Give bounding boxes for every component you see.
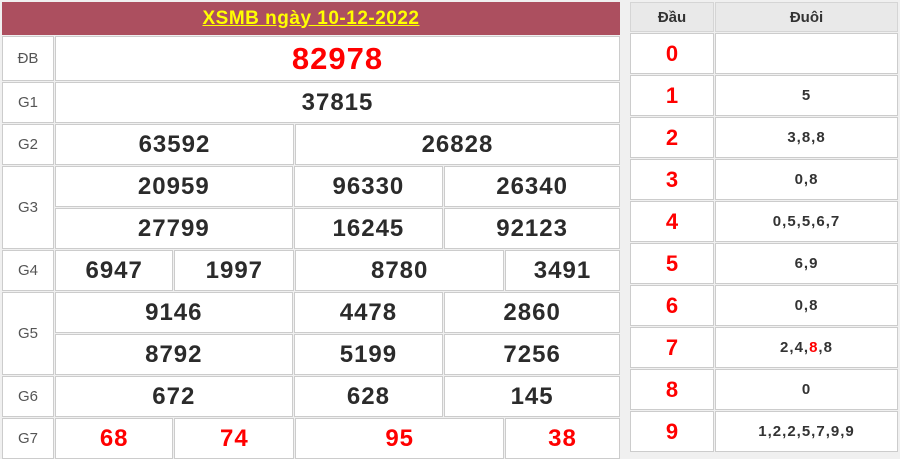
duoi-values: 3,8,8: [715, 117, 898, 158]
prize-label: G7: [2, 418, 54, 459]
dau-digit: 7: [630, 327, 714, 368]
duoi-values: 0,8: [715, 159, 898, 200]
prize-label: G4: [2, 250, 54, 291]
duoi-values: [715, 33, 898, 74]
results-title-link[interactable]: XSMB ngày 10-12-2022: [202, 7, 420, 29]
prize-row: G4 6947 1997 8780 3491: [2, 250, 620, 291]
prize-number: 27799: [55, 208, 293, 249]
prize-number: 8792: [55, 334, 293, 375]
prize-row: G3 20959 96330 26340 27799 16245 92123: [2, 166, 620, 249]
prize-number: 95: [295, 418, 504, 459]
prize-row: G5 9146 4478 2860 8792 5199 7256: [2, 292, 620, 375]
results-rows: ĐB 82978 G1 37815 G2 63592 26828 G3 20959 96330 26…: [2, 36, 620, 459]
prize-number: 145: [444, 376, 620, 417]
prize-row: G6 672 628 145: [2, 376, 620, 417]
results-table: XSMB ngày 10-12-2022 ĐB 82978 G1 37815 G2 635…: [2, 2, 620, 459]
duoi-values: 0: [715, 369, 898, 410]
prize-number: 628: [293, 376, 444, 417]
prize-row: ĐB 82978: [2, 36, 620, 81]
duoi-values: 1,2,2,5,7,9,9: [715, 411, 898, 452]
prize-number: 16245: [293, 208, 444, 249]
prize-number: 8780: [295, 250, 504, 291]
prize-number: 6947: [55, 250, 174, 291]
prize-row: G1 37815: [2, 82, 620, 123]
prize-row: G7 68 74 95 38: [2, 418, 620, 459]
prize-number: 96330: [293, 166, 444, 207]
prize-number: 1997: [174, 250, 295, 291]
dau-digit: 6: [630, 285, 714, 326]
prize-number: 3491: [504, 250, 620, 291]
duoi-column-header: Đuôi: [715, 2, 898, 32]
prize-label: ĐB: [2, 36, 54, 81]
dau-column-header: Đầu: [630, 2, 714, 32]
prize-number: 9146: [55, 292, 293, 333]
prize-number: 37815: [55, 82, 620, 123]
prize-number: 2860: [444, 292, 620, 333]
prize-number: 4478: [293, 292, 444, 333]
dauduoi-row: 0: [630, 33, 898, 74]
prize-label: G3: [2, 166, 54, 249]
dau-digit: 5: [630, 243, 714, 284]
prize-label: G5: [2, 292, 54, 375]
duoi-values: 5: [715, 75, 898, 116]
dau-digit: 8: [630, 369, 714, 410]
dau-digit: 2: [630, 117, 714, 158]
dau-digit: 1: [630, 75, 714, 116]
prize-number: 672: [55, 376, 293, 417]
results-title-bar: XSMB ngày 10-12-2022: [2, 2, 620, 35]
prize-number: 5199: [293, 334, 444, 375]
duoi-values: 6,9: [715, 243, 898, 284]
prize-number: 7256: [444, 334, 620, 375]
dau-digit: 3: [630, 159, 714, 200]
prize-number: 63592: [55, 124, 294, 165]
duoi-values: 0,8: [715, 285, 898, 326]
duoi-values: 2,4,8,8: [715, 327, 898, 368]
prize-label: G1: [2, 82, 54, 123]
prize-number: 20959: [55, 166, 293, 207]
prize-number: 26828: [294, 124, 620, 165]
prize-label: G6: [2, 376, 54, 417]
prize-row: G2 63592 26828: [2, 124, 620, 165]
prize-number: 92123: [444, 208, 620, 249]
prize-number: 68: [55, 418, 174, 459]
prize-number: 74: [174, 418, 295, 459]
prize-number: 38: [504, 418, 620, 459]
duoi-values: 0,5,5,6,7: [715, 201, 898, 242]
prize-label: G2: [2, 124, 54, 165]
dauduoi-header: Đầu Đuôi: [630, 2, 898, 32]
dau-digit: 0: [630, 33, 714, 74]
prize-number: 82978: [55, 36, 620, 81]
prize-number: 26340: [444, 166, 620, 207]
dau-digit: 4: [630, 201, 714, 242]
dau-digit: 9: [630, 411, 714, 452]
